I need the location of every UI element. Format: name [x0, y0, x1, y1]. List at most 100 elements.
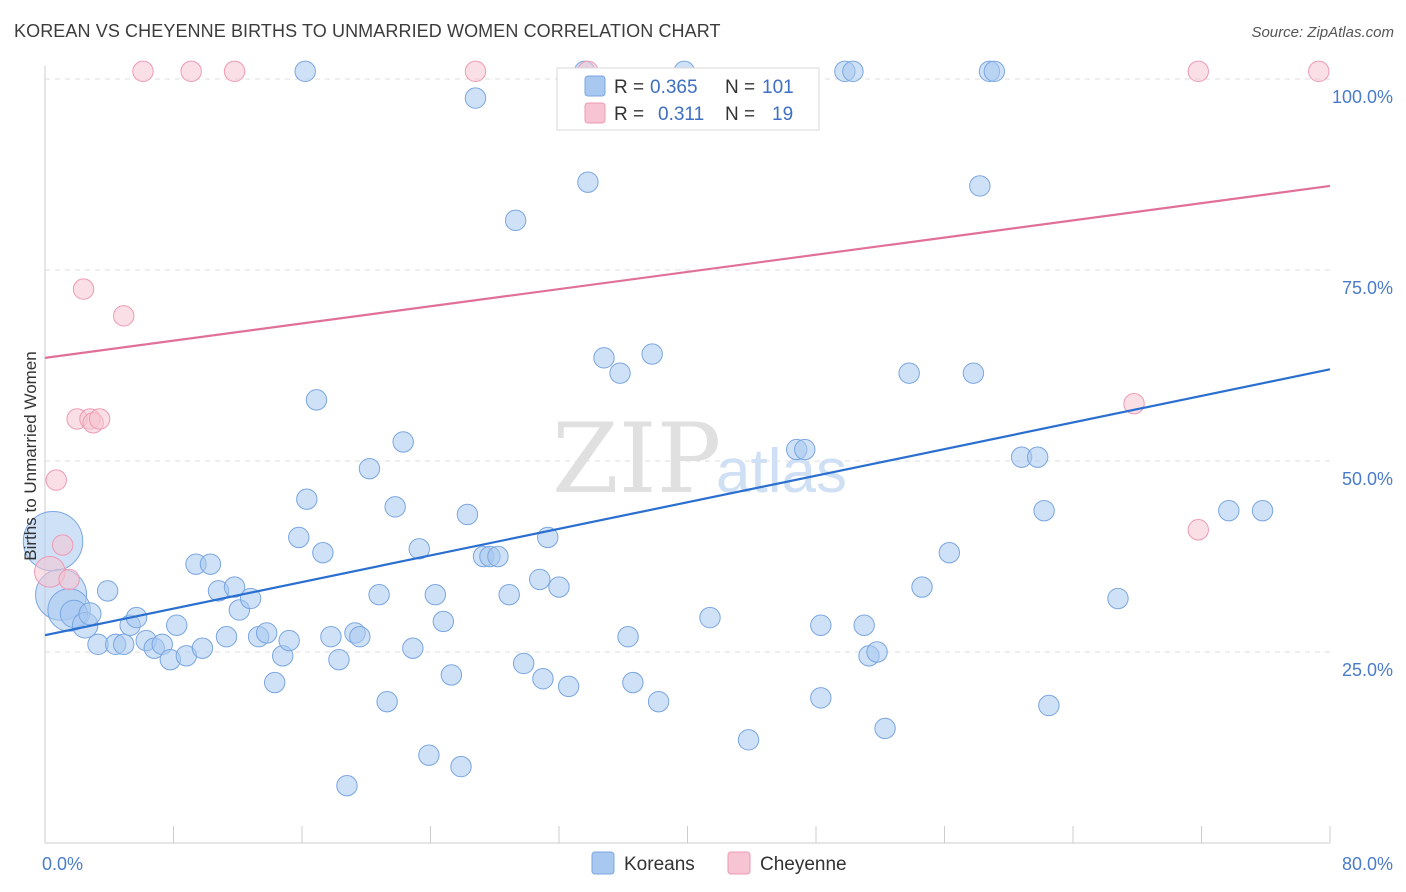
y-tick-labels: 100.0% 75.0% 50.0% 25.0% [1332, 87, 1393, 680]
koreans-point-99 [1251, 499, 1274, 522]
koreans-point-27 [255, 622, 278, 644]
cheyenne-point-12 [223, 60, 246, 83]
series-cheyenne-points [34, 60, 1330, 591]
koreans-point-60 [529, 568, 551, 591]
koreans-point-42 [376, 690, 398, 713]
koreans-point-35 [320, 626, 342, 648]
koreans-point-70 [622, 671, 644, 694]
koreans-point-51 [450, 755, 472, 778]
cheyenne-point-8 [88, 408, 111, 430]
bottom-legend-label-cheyenne: Cheyenne [760, 854, 847, 875]
koreans-point-82 [853, 614, 875, 636]
koreans-point-39 [349, 626, 371, 648]
y-tick-label-1: 75.0% [1342, 278, 1393, 298]
koreans-point-75 [737, 729, 760, 751]
source-label: Source: ZipAtlas.com [1251, 24, 1394, 41]
x-tick-label-max: 80.0% [1342, 854, 1393, 874]
koreans-point-59 [512, 652, 535, 675]
cheyenne-point-1 [45, 469, 67, 491]
koreans-point-41 [368, 584, 390, 606]
koreans-point-74 [699, 606, 721, 629]
koreans-point-7 [96, 580, 119, 602]
koreans-point-45 [402, 637, 424, 659]
legend-n-value-koreans: 101 [762, 77, 794, 98]
legend-r-label-koreans: R = [614, 77, 644, 98]
koreans-point-88 [938, 541, 961, 564]
koreans-point-30 [278, 629, 300, 652]
koreans-point-34 [312, 541, 334, 564]
cheyenne-point-16 [1187, 519, 1209, 541]
koreans-point-77 [794, 438, 816, 461]
koreans-point-63 [548, 576, 570, 598]
koreans-point-78 [810, 614, 832, 636]
koreans-point-85 [874, 717, 896, 740]
koreans-point-90 [969, 175, 991, 197]
koreans-point-50 [440, 664, 463, 686]
koreans-point-56 [487, 545, 509, 568]
legend-n-label-koreans: N = [725, 77, 755, 98]
series-koreans-points [22, 60, 1274, 797]
watermark: ZIP atlas [552, 403, 847, 515]
bottom-legend-label-koreans: Koreans [624, 854, 695, 875]
koreans-point-52 [456, 503, 479, 526]
cheyenne-point-17 [1187, 60, 1209, 83]
y-axis-label: Births to Unmarried Women [21, 351, 40, 560]
cheyenne-point-2 [51, 534, 74, 556]
koreans-point-28 [263, 671, 286, 694]
legend-r-value-cheyenne: 0.311 [658, 104, 704, 125]
bottom-legend-swatch-cheyenne [727, 851, 751, 875]
koreans-point-9 [113, 633, 135, 656]
bottom-legend: Koreans Cheyenne [591, 851, 847, 875]
koreans-point-33 [305, 389, 328, 411]
koreans-point-20 [199, 553, 222, 575]
koreans-point-68 [609, 362, 631, 384]
x-tick-labels: 0.0% 80.0% [42, 854, 1393, 874]
koreans-point-46 [408, 538, 430, 560]
koreans-point-40 [358, 457, 381, 480]
koreans-point-100 [294, 60, 316, 83]
legend-r-label-cheyenne: R = [614, 104, 644, 125]
legend-n-value-cheyenne: 19 [772, 104, 793, 125]
trend-lines [44, 184, 1331, 637]
koreans-point-48 [424, 584, 447, 606]
koreans-point-97 [1107, 587, 1129, 610]
legend-n-label-cheyenne: N = [725, 104, 755, 125]
y-tick-label-2: 50.0% [1342, 469, 1393, 489]
cheyenne-point-18 [1308, 60, 1330, 83]
koreans-point-49 [432, 610, 455, 633]
koreans-point-96 [1038, 694, 1060, 717]
cheyenne-point-13 [464, 60, 487, 83]
trend-line-koreans [44, 368, 1331, 637]
koreans-point-32 [296, 488, 318, 510]
koreans-point-69 [617, 626, 639, 648]
koreans-point-67 [593, 347, 615, 369]
legend-swatch-cheyenne [584, 102, 606, 124]
legend-swatch-koreans [584, 75, 606, 97]
trend-line-cheyenne [44, 184, 1331, 359]
koreans-point-66 [577, 171, 599, 193]
bottom-legend-swatch-koreans [591, 851, 615, 875]
koreans-point-58 [504, 209, 527, 232]
x-tick-label-min: 0.0% [42, 854, 83, 874]
koreans-point-31 [288, 526, 310, 549]
koreans-point-61 [532, 668, 554, 690]
koreans-point-47 [418, 744, 440, 766]
koreans-point-36 [328, 648, 350, 671]
koreans-point-37 [336, 775, 358, 797]
koreans-point-79 [810, 687, 832, 709]
cheyenne-point-3 [58, 568, 80, 591]
koreans-point-19 [191, 637, 214, 659]
koreans-point-64 [557, 675, 580, 698]
koreans-point-53 [464, 87, 487, 109]
koreans-point-98 [1218, 499, 1240, 522]
koreans-point-71 [641, 343, 663, 365]
legend-r-value-koreans: 0.365 [650, 77, 698, 98]
koreans-point-92 [983, 60, 1005, 83]
koreans-point-89 [962, 362, 985, 384]
koreans-point-44 [392, 431, 414, 453]
y-tick-label-3: 25.0% [1342, 660, 1393, 680]
cheyenne-point-10 [132, 60, 154, 83]
koreans-point-72 [647, 690, 670, 713]
cheyenne-point-11 [180, 60, 202, 83]
